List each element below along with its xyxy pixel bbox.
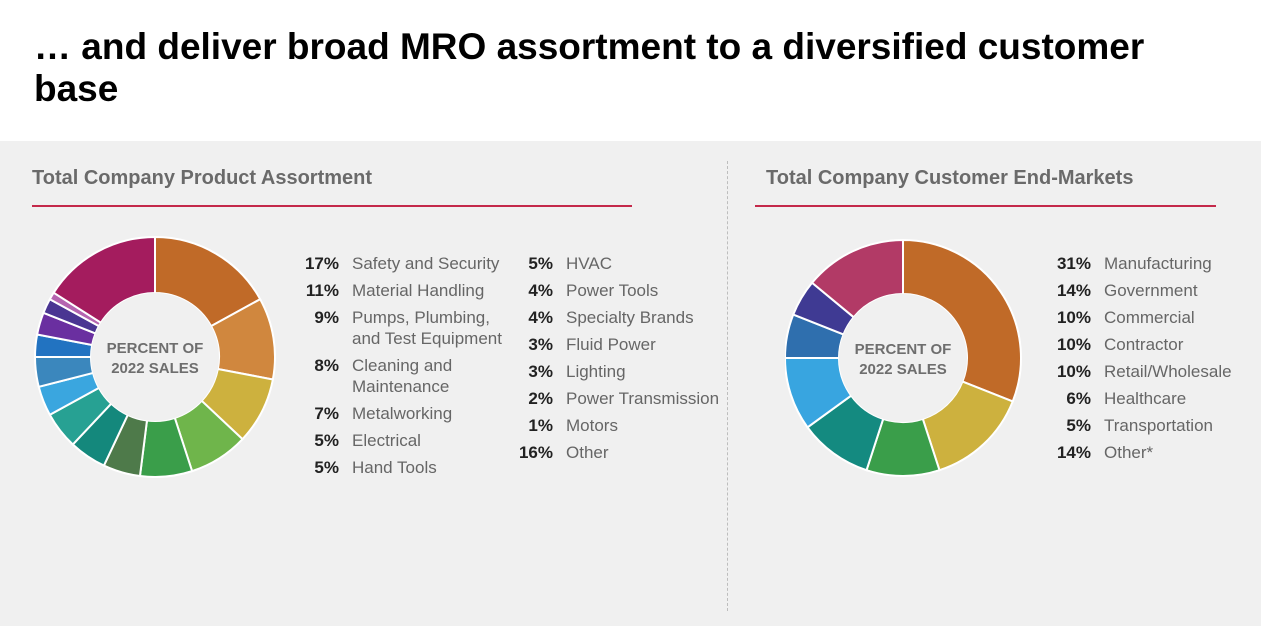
- legend-item-metalworking: 7% Metalworking: [296, 403, 502, 424]
- content-panel: Total Company Product Assortment PERCENT…: [0, 141, 1261, 626]
- legend-item-commercial: 10% Commercial: [1046, 307, 1232, 328]
- legend-percent: 10%: [1056, 362, 1091, 381]
- legend-label: Electrical: [352, 431, 421, 450]
- legend-item-power-transmission: 2% Power Transmission: [510, 388, 719, 409]
- legend-item-lighting: 3% Lighting: [510, 361, 719, 382]
- legend-item-fluid-power: 3% Fluid Power: [510, 334, 719, 355]
- legend-label: Power Transmission: [566, 389, 720, 408]
- center-label-line-1: PERCENT OF: [855, 341, 952, 358]
- legend-item-hvac: 5% HVAC: [510, 253, 719, 274]
- legend-item-safety-and-security: 17% Safety and Security: [296, 253, 502, 274]
- slice-other: [52, 236, 156, 325]
- page-title: … and deliver broad MRO assortment to a …: [34, 26, 1145, 109]
- legend-percent: 10%: [1056, 335, 1091, 354]
- legend-item-cleaning-and-maintenance: 8% Cleaning and Maintenance: [296, 355, 502, 397]
- end-markets-title: Total Company Customer End-Markets: [766, 167, 1134, 189]
- end-markets-rule: [755, 205, 1216, 207]
- center-label-line-2: 2022 SALES: [859, 361, 947, 378]
- section-divider: [727, 161, 728, 611]
- legend-percent: 5%: [314, 458, 339, 477]
- legend-label: Safety and Security: [352, 254, 500, 273]
- legend-percent: 11%: [305, 281, 339, 300]
- product-assortment-rule: [32, 205, 632, 207]
- legend-percent: 10%: [1056, 308, 1091, 327]
- product-assortment-title: Total Company Product Assortment: [32, 167, 373, 189]
- legend-item-retail-wholesale: 10% Retail/Wholesale: [1046, 361, 1232, 382]
- legend-percent: 4%: [528, 308, 553, 327]
- legend-item-government: 14% Government: [1046, 280, 1232, 301]
- legend-percent: 5%: [314, 431, 339, 450]
- center-label-line-2: 2022 SALES: [111, 360, 199, 377]
- legend-percent: 7%: [314, 404, 339, 423]
- legend-item-pumps-plumbing-and-test-equipment: 9% Pumps, Plumbing, and Test Equipment: [296, 307, 502, 349]
- legend-label: Metalworking: [352, 404, 453, 423]
- legend-percent: 3%: [528, 362, 553, 381]
- donut-hole: [839, 294, 967, 422]
- donut-hole: [91, 293, 219, 421]
- product-assortment-donut: PERCENT OF 2022 SALES: [34, 236, 276, 478]
- legend-percent: 6%: [1066, 389, 1091, 408]
- legend-percent: 16%: [518, 443, 553, 462]
- legend-item-motors: 1% Motors: [510, 415, 719, 436]
- legend-label: Government: [1104, 281, 1198, 300]
- legend-item-transportation: 5% Transportation: [1046, 415, 1232, 436]
- legend-label: Motors: [566, 416, 618, 435]
- legend-label: Contractor: [1104, 335, 1184, 354]
- end-markets-donut: PERCENT OF 2022 SALES: [785, 238, 1022, 477]
- legend-label: Lighting: [566, 362, 626, 381]
- product-legend-col-2: 5% HVAC 4% Power Tools 4% Specialty Brands 3% F…: [510, 253, 719, 469]
- legend-label: Manufacturing: [1104, 254, 1212, 273]
- legend-item-specialty-brands: 4% Specialty Brands: [510, 307, 719, 328]
- legend-label: Hand Tools: [352, 458, 437, 477]
- legend-percent: 17%: [304, 254, 339, 273]
- legend-percent: 4%: [528, 281, 553, 300]
- legend-label: Fluid Power: [566, 335, 656, 354]
- legend-item-hand-tools: 5% Hand Tools: [296, 457, 502, 478]
- end-markets-legend: 31% Manufacturing 14% Government 10% Commerci…: [1046, 253, 1232, 469]
- legend-item-healthcare: 6% Healthcare: [1046, 388, 1232, 409]
- legend-label: Commercial: [1104, 308, 1195, 327]
- legend-label: Transportation: [1104, 416, 1213, 435]
- legend-percent: 14%: [1056, 281, 1091, 300]
- legend-label: Pumps, Plumbing, and Test Equipment: [352, 308, 502, 348]
- legend-label: Other*: [1104, 443, 1154, 462]
- legend-percent: 3%: [528, 335, 553, 354]
- legend-percent: 14%: [1056, 443, 1091, 462]
- legend-item-other: 14% Other*: [1046, 442, 1232, 463]
- legend-percent: 2%: [528, 389, 553, 408]
- legend-percent: 5%: [1066, 416, 1091, 435]
- legend-item-power-tools: 4% Power Tools: [510, 280, 719, 301]
- legend-item-other: 16% Other: [510, 442, 719, 463]
- legend-item-electrical: 5% Electrical: [296, 430, 502, 451]
- legend-label: Power Tools: [566, 281, 659, 300]
- legend-label: Specialty Brands: [566, 308, 694, 327]
- legend-percent: 31%: [1056, 254, 1091, 273]
- legend-percent: 5%: [528, 254, 553, 273]
- legend-label: Retail/Wholesale: [1104, 362, 1232, 381]
- legend-item-manufacturing: 31% Manufacturing: [1046, 253, 1232, 274]
- legend-percent: 1%: [528, 416, 553, 435]
- legend-label: HVAC: [566, 254, 612, 273]
- product-legend-col-1: 17% Safety and Security 11% Material Handli…: [296, 253, 502, 484]
- legend-label: Material Handling: [352, 281, 485, 300]
- legend-item-material-handling: 11% Material Handling: [296, 280, 502, 301]
- legend-label: Cleaning and Maintenance: [352, 356, 453, 396]
- legend-label: Healthcare: [1104, 389, 1187, 408]
- center-label-line-1: PERCENT OF: [107, 340, 204, 357]
- legend-label: Other: [566, 443, 609, 462]
- legend-item-contractor: 10% Contractor: [1046, 334, 1232, 355]
- legend-percent: 8%: [314, 356, 339, 375]
- legend-percent: 9%: [314, 308, 339, 327]
